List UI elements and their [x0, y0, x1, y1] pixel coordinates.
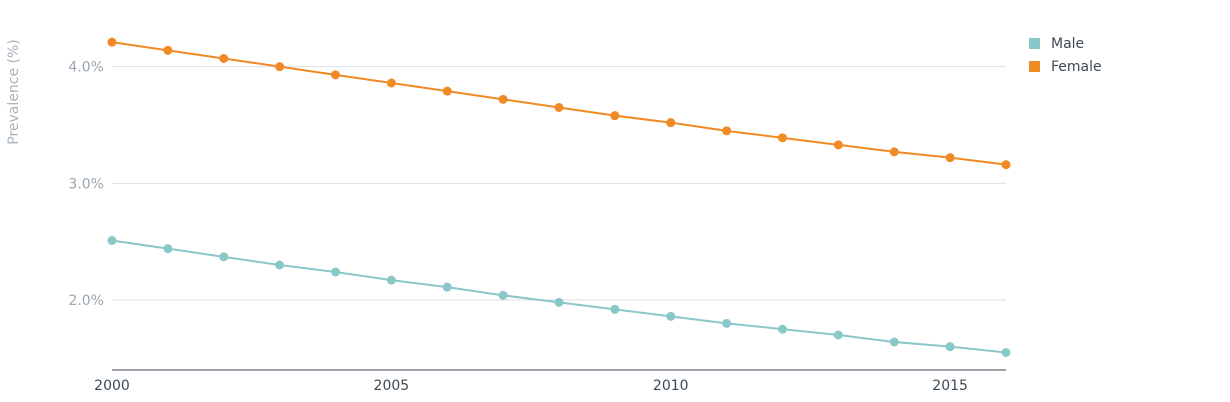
data-point[interactable] [331, 70, 340, 80]
x-tick-label: 2000 [94, 378, 130, 394]
legend-label: Male [1051, 36, 1084, 52]
data-point[interactable] [386, 78, 396, 88]
data-point[interactable] [219, 252, 229, 262]
data-point[interactable] [1001, 160, 1011, 170]
y-tick-label: 4.0% [68, 60, 104, 76]
data-point[interactable] [945, 153, 955, 163]
data-point[interactable] [1001, 348, 1011, 357]
x-tick-label: 2005 [374, 378, 410, 394]
legend: Male Female [1029, 36, 1102, 75]
data-point[interactable] [554, 297, 564, 307]
data-point[interactable] [275, 62, 285, 72]
data-point[interactable] [666, 118, 676, 128]
data-point[interactable] [219, 54, 229, 63]
legend-item-female[interactable]: Female [1029, 59, 1102, 75]
series-layer [107, 37, 1011, 357]
data-point[interactable] [163, 244, 173, 254]
series-female [107, 37, 1011, 170]
data-point[interactable] [275, 260, 285, 270]
data-point[interactable] [498, 290, 508, 300]
y-tick-label: 2.0% [68, 293, 104, 309]
data-point[interactable] [107, 236, 117, 245]
data-point[interactable] [722, 318, 732, 328]
data-point[interactable] [778, 324, 787, 334]
data-point[interactable] [666, 311, 676, 321]
data-point[interactable] [833, 330, 843, 340]
data-point[interactable] [945, 342, 955, 352]
data-point[interactable] [163, 45, 173, 55]
legend-label: Female [1051, 59, 1102, 75]
x-ticks: 2000 2005 2010 2015 [94, 378, 968, 394]
data-point[interactable] [498, 94, 508, 104]
legend-swatch [1029, 61, 1040, 72]
y-ticks: 2.0% 3.0% 4.0% [68, 60, 104, 309]
data-point[interactable] [107, 37, 117, 47]
data-point[interactable] [889, 147, 899, 157]
data-point[interactable] [442, 282, 452, 292]
legend-swatch [1029, 38, 1040, 49]
series-male [107, 236, 1011, 357]
data-point[interactable] [610, 304, 620, 314]
grid-layer [112, 66, 1006, 301]
data-point[interactable] [889, 337, 899, 347]
data-point[interactable] [386, 275, 396, 285]
data-point[interactable] [331, 267, 340, 277]
series-line [111, 239, 1007, 354]
data-point[interactable] [442, 86, 452, 96]
legend-item-male[interactable]: Male [1029, 36, 1084, 52]
data-point[interactable] [778, 133, 787, 143]
x-tick-label: 2010 [653, 378, 689, 394]
data-point[interactable] [833, 140, 843, 150]
y-tick-label: 3.0% [68, 176, 104, 192]
data-point[interactable] [610, 111, 620, 121]
y-axis-label: Prevalence (%) [6, 39, 22, 145]
data-point[interactable] [554, 103, 564, 112]
data-point[interactable] [722, 126, 732, 136]
x-tick-label: 2015 [932, 378, 968, 394]
